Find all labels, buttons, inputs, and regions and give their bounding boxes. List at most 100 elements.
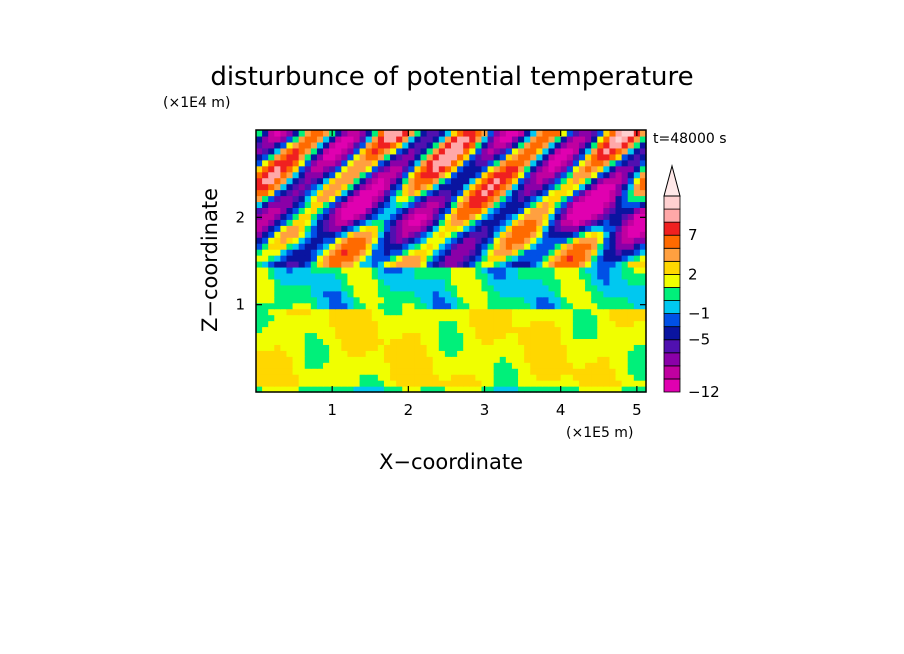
field-cell (542, 272, 550, 280)
field-cell (511, 147, 519, 155)
field-cell (597, 201, 604, 208)
field-cell (280, 344, 288, 351)
field-cell (329, 177, 336, 185)
field-cell (621, 207, 629, 214)
field-cell (481, 314, 489, 322)
field-cell (548, 165, 556, 173)
field-cell (578, 195, 586, 203)
field-cell (335, 350, 342, 357)
field-cell (578, 344, 586, 351)
field-cell (383, 141, 391, 149)
field-cell (347, 332, 355, 339)
field-cell (414, 213, 422, 220)
field-cell (639, 201, 647, 208)
field-cell (353, 237, 361, 244)
field-cell (438, 266, 446, 274)
field-cell (310, 249, 318, 256)
field-cell (639, 272, 647, 280)
field-cell (615, 147, 623, 155)
field-cell (292, 201, 300, 208)
field-cell (585, 231, 592, 238)
field-cell (524, 249, 531, 256)
field-cell (481, 225, 489, 232)
field-cell (572, 284, 580, 292)
field-cell (377, 261, 385, 268)
field-cell (615, 374, 623, 381)
field-cell (554, 326, 562, 334)
field-cell (408, 266, 416, 274)
field-cell (542, 326, 550, 334)
field-cell (627, 266, 635, 274)
field-cell (304, 284, 312, 292)
field-cell (572, 183, 580, 191)
field-cell (365, 284, 373, 292)
field-cell (402, 219, 409, 226)
field-cell (286, 302, 294, 310)
field-cell (365, 189, 373, 197)
field-cell (487, 332, 495, 339)
field-cell (585, 386, 592, 393)
field-cell (390, 368, 397, 375)
field-cell (408, 135, 416, 143)
field-cell (371, 350, 379, 357)
field-cell (554, 153, 562, 161)
field-cell (633, 308, 641, 316)
field-cell (524, 266, 531, 274)
field-cell (359, 135, 367, 143)
field-cell (463, 326, 470, 334)
field-cell (402, 368, 409, 375)
field-cell (603, 314, 611, 322)
field-cell (457, 183, 464, 191)
field-cell (572, 350, 580, 357)
field-cell (542, 153, 550, 161)
field-cell (262, 207, 269, 214)
field-cell (457, 368, 464, 375)
field-cell (511, 368, 519, 375)
field-cell (377, 278, 385, 286)
field-cell (463, 231, 470, 238)
field-cell (463, 380, 470, 387)
field-cell (262, 308, 269, 316)
field-cell (493, 171, 501, 179)
field-cell (451, 189, 458, 197)
field-cell (578, 189, 586, 197)
field-cell (298, 147, 306, 155)
field-cell (597, 135, 604, 143)
field-cell (524, 368, 531, 375)
field-cell (585, 380, 592, 387)
field-cell (621, 249, 629, 256)
field-cell (432, 314, 440, 322)
field-cell (548, 219, 556, 226)
field-cell (347, 207, 355, 214)
field-cell (475, 207, 483, 214)
field-cell (597, 290, 604, 298)
field-cell (298, 314, 306, 322)
field-cell (353, 350, 361, 357)
field-cell (603, 266, 611, 274)
field-cell (438, 153, 446, 161)
field-cell (633, 183, 641, 191)
field-cell (426, 195, 434, 203)
field-cell (444, 153, 452, 161)
field-cell (524, 356, 531, 363)
field-cell (390, 213, 397, 220)
field-cell (487, 362, 495, 369)
field-cell (530, 249, 537, 256)
field-cell (256, 219, 263, 226)
field-cell (451, 350, 458, 357)
field-cell (262, 332, 269, 339)
field-cell (444, 255, 452, 262)
field-cell (432, 356, 440, 363)
field-cell (371, 338, 379, 345)
field-cell (487, 165, 495, 173)
field-cell (335, 231, 342, 238)
field-cell (554, 207, 562, 214)
field-cell (402, 284, 409, 292)
field-cell (518, 261, 525, 268)
field-cell (438, 308, 446, 316)
field-cell (390, 249, 397, 256)
field-cell (511, 195, 519, 203)
field-cell (262, 266, 269, 274)
field-cell (542, 332, 550, 339)
field-cell (286, 130, 294, 137)
